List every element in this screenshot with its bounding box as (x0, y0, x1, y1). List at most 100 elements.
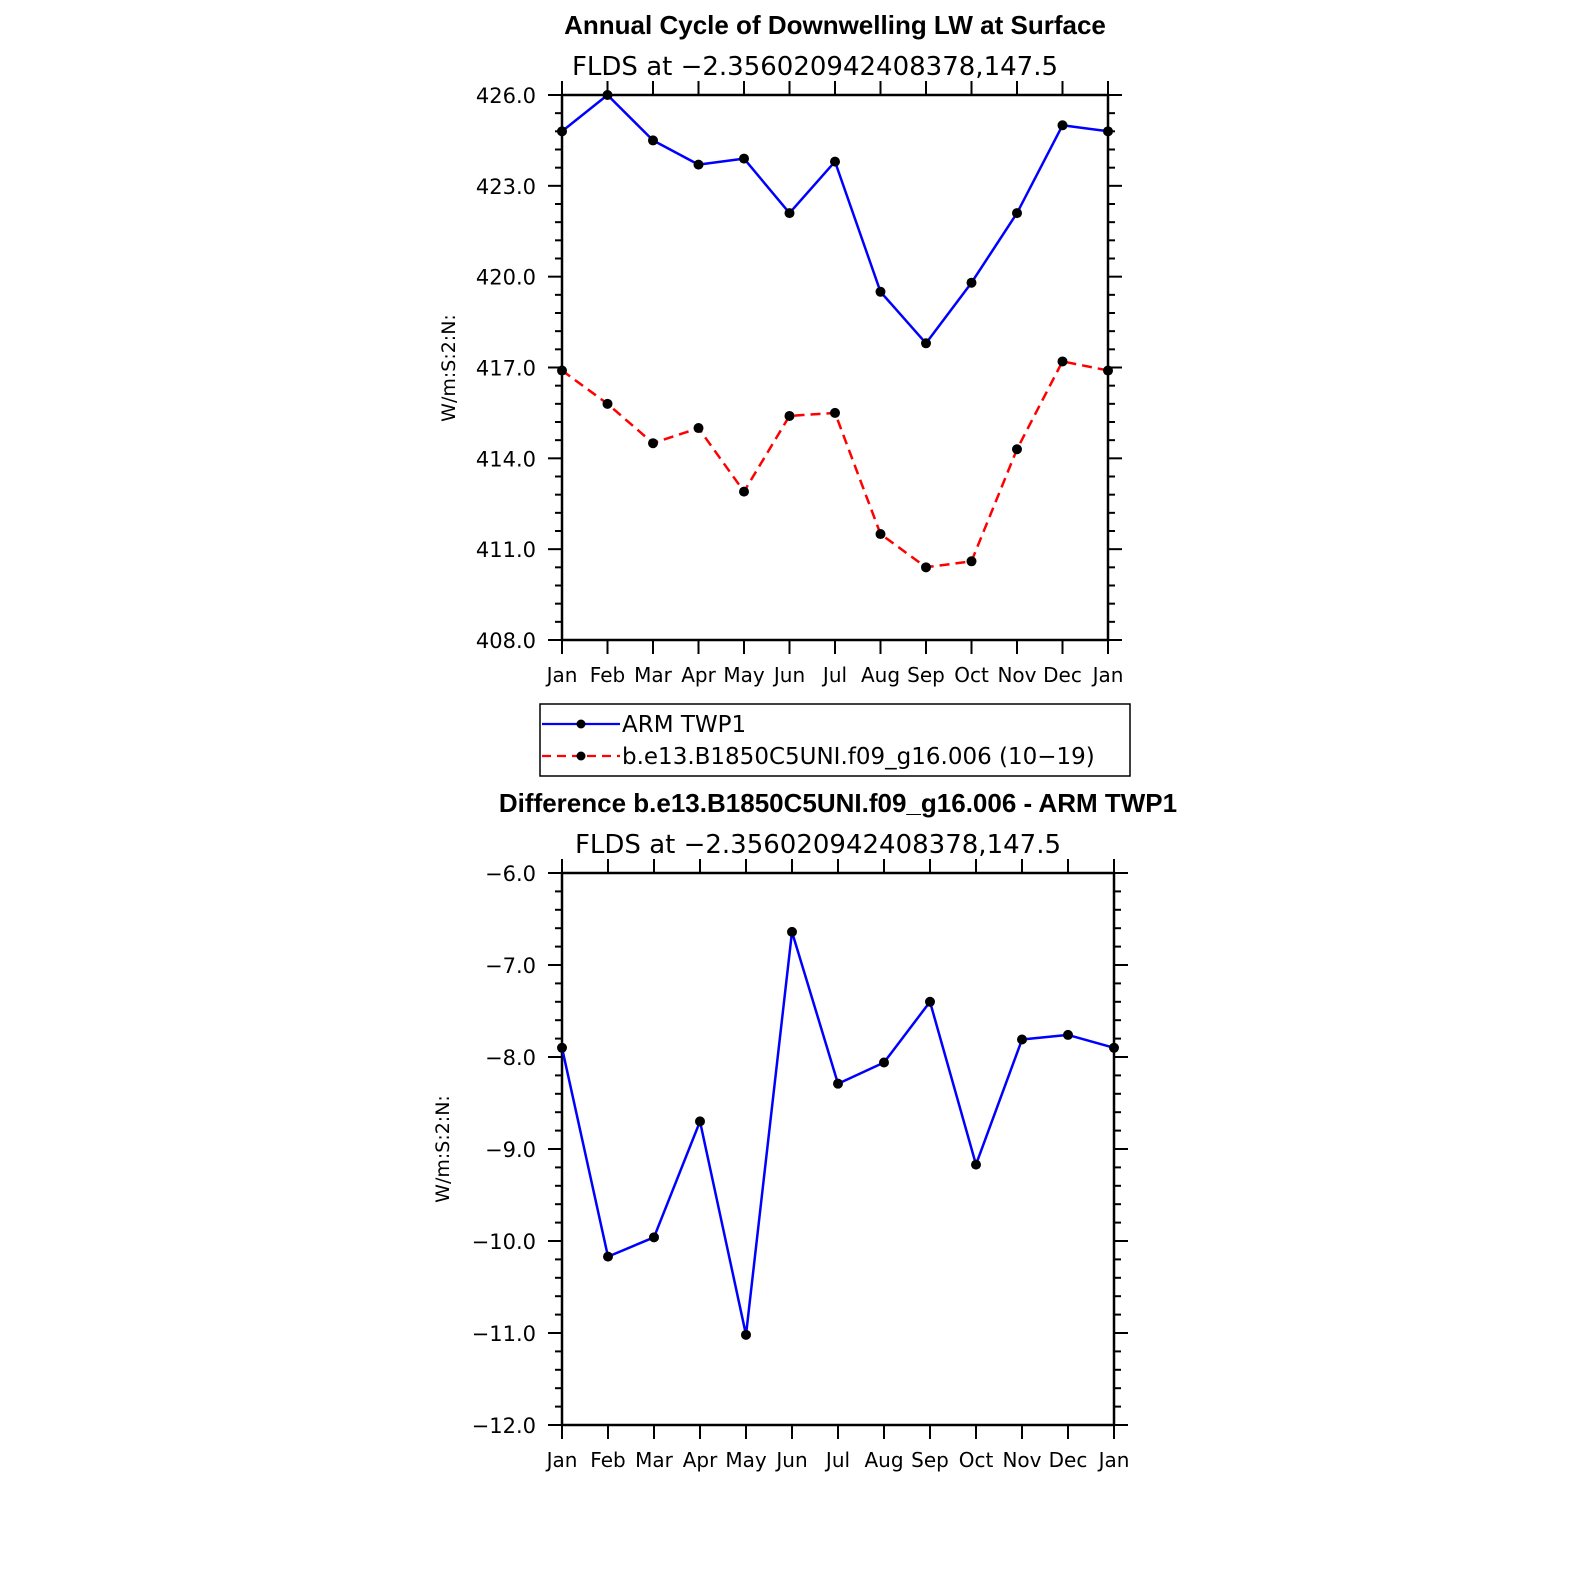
legend-marker-arm-twp1 (576, 719, 586, 729)
y-tick-label: 408.0 (476, 629, 536, 653)
x-tick-label: Dec (1043, 663, 1082, 687)
series-1-point (875, 529, 886, 540)
series-1-point (648, 438, 658, 449)
series-1-point (1057, 356, 1068, 367)
y-tick-label: −11.0 (472, 1322, 536, 1346)
series-0-point (966, 277, 977, 288)
axes: −12.0 −11.0 −10.0 −9.0 −8.0 −7.0 −6.0 Jan Feb Mar… (472, 859, 1130, 1472)
series-0-point (648, 135, 658, 146)
x-tick-label: Feb (590, 1448, 625, 1472)
x-tick-label: Mar (634, 663, 673, 687)
y-axis-label: W/m:S:2:N: (438, 314, 460, 422)
chart-title: Difference b.e13.B1850C5UNI.f09_g16.006 … (499, 788, 1177, 818)
plot-frame (560, 93, 1110, 642)
series-0-point (1057, 120, 1068, 131)
x-tick-label: Apr (683, 1448, 718, 1472)
series-line-1 (561, 360, 1109, 569)
x-tick-label: Jun (774, 1448, 807, 1472)
series-0-point (1063, 1029, 1073, 1040)
x-tick-label: Jul (821, 663, 847, 687)
series-0-point (695, 1116, 705, 1127)
chart-subtitle: FLDS at −2.356020942408378,147.5 (575, 830, 1061, 860)
x-tick-label: Jan (545, 1448, 578, 1472)
series-1-point (693, 423, 704, 434)
series-0-point (787, 926, 797, 937)
series-0-point (649, 1232, 659, 1243)
series-1-point (602, 398, 613, 409)
plot-marks (557, 926, 1119, 1340)
series-0-point (971, 1159, 981, 1170)
x-tick-label: Sep (907, 663, 945, 687)
series-0-point (1012, 208, 1022, 219)
x-tick-label: Jun (772, 663, 805, 687)
series-1-point (1012, 444, 1022, 455)
series-1-point (1103, 365, 1113, 376)
x-tick-label: Jul (824, 1448, 850, 1472)
chart-title: Annual Cycle of Downwelling LW at Surfac… (564, 10, 1106, 40)
series-1-point (557, 365, 567, 376)
series-0-point (921, 338, 931, 349)
y-tick-label: −9.0 (485, 1138, 536, 1162)
axes: 408.0 411.0 414.0 417.0 420.0 423.0 426.0 Jan Fe… (476, 81, 1124, 687)
y-tick-label: 420.0 (476, 266, 536, 290)
chart-subtitle: FLDS at −2.356020942408378,147.5 (572, 52, 1058, 82)
y-tick-label: 426.0 (476, 84, 536, 108)
x-tick-label: Sep (911, 1448, 949, 1472)
x-tick-label: Mar (635, 1448, 674, 1472)
series-line-0 (560, 930, 1115, 1337)
x-tick-label: May (723, 663, 765, 687)
plot-frame (560, 871, 1116, 1427)
legend-marker-model (576, 751, 586, 761)
series-1-point (830, 407, 840, 418)
series-0-point (875, 286, 886, 297)
y-tick-label: −6.0 (485, 862, 536, 886)
annual-cycle-chart: Annual Cycle of Downwelling LW at Surfac… (438, 10, 1123, 687)
plot-marks (557, 90, 1113, 573)
series-0-point (784, 208, 795, 219)
x-tick-label: Jan (1097, 1448, 1130, 1472)
series-1-point (966, 556, 977, 567)
series-0-point (557, 126, 567, 137)
series-line-0 (561, 93, 1109, 345)
series-1-point (739, 486, 749, 497)
series-0-point (602, 90, 613, 100)
series-0-point (739, 153, 749, 164)
series-0-point (603, 1251, 613, 1262)
series-0-point (1109, 1042, 1119, 1053)
series-0-point (830, 156, 840, 167)
x-tick-label: Feb (590, 663, 625, 687)
y-axis-label: W/m:S:2:N: (432, 1095, 454, 1203)
y-tick-label: −12.0 (472, 1414, 536, 1438)
x-tick-label: Aug (864, 1448, 903, 1472)
series-0-point (925, 996, 935, 1007)
legend: ARM TWP1 b.e13.B1850C5UNI.f09_g16.006 (1… (539, 703, 1131, 777)
series-0-point (741, 1329, 751, 1340)
legend-label-model: b.e13.B1850C5UNI.f09_g16.006 (10−19) (622, 744, 1095, 770)
legend-label-arm-twp1: ARM TWP1 (622, 712, 746, 738)
y-tick-label: −8.0 (485, 1046, 536, 1070)
series-0-point (693, 159, 704, 170)
y-tick-label: 411.0 (476, 538, 536, 562)
x-tick-label: May (725, 1448, 767, 1472)
x-tick-label: Oct (959, 1448, 994, 1472)
x-tick-label: Nov (1002, 1448, 1041, 1472)
series-0-point (833, 1078, 843, 1089)
x-tick-label: Aug (861, 663, 900, 687)
series-0-point (879, 1057, 889, 1068)
x-tick-label: Nov (997, 663, 1036, 687)
x-tick-label: Jan (545, 663, 578, 687)
series-0-point (557, 1042, 567, 1053)
y-tick-label: −7.0 (485, 954, 536, 978)
series-0-point (1103, 126, 1113, 137)
x-tick-label: Dec (1049, 1448, 1088, 1472)
series-0-point (1017, 1034, 1027, 1045)
y-tick-label: −10.0 (472, 1230, 536, 1254)
series-1-point (784, 410, 795, 421)
y-tick-label: 417.0 (476, 357, 536, 381)
y-tick-label: 423.0 (476, 175, 536, 199)
x-tick-label: Apr (681, 663, 716, 687)
x-tick-label: Jan (1091, 663, 1124, 687)
series-1-point (921, 562, 931, 573)
legend-box (539, 703, 1131, 777)
